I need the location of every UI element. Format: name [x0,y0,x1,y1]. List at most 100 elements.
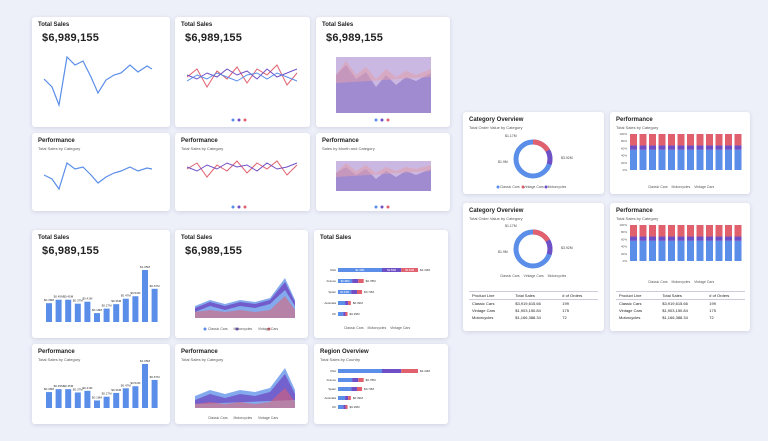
table-header[interactable]: # of Orders [706,291,745,300]
card-subtitle: Total Sales by Category [181,357,224,362]
stacked-segment [658,236,666,241]
card-subtitle: Total Order Value by Category [469,216,523,221]
bar-segment [345,312,348,316]
table-header[interactable]: # of Orders [559,291,598,300]
card-performance-stacked-bars-1: Performance Total Sales by Category 100%… [610,112,750,194]
bar-segment [343,312,346,316]
table-row[interactable]: Vintage Cars $1,903,150.84 175 [469,307,598,314]
table-cell: Classic Cars [619,301,642,306]
segment-label: $0.39M [341,279,350,283]
card-subtitle: Total Sales by Country [320,357,361,362]
card-region-overview: Region Overview Total Sales by Country U… [314,344,448,424]
stacked-segment [630,145,637,150]
bar-total-label: $0.73M [364,387,375,391]
stacked-segment [696,236,704,241]
stacked-segment [687,236,694,241]
stacked-segment [715,134,723,146]
legend-item: Vintage Cars [258,327,279,331]
bar-segment [382,268,402,272]
legend: Classic Cars Motorcycles Vintage Cars [208,416,278,420]
table-cell: 175 [562,308,569,313]
axis-tick-label: 80% [621,139,627,143]
card-performance-area: Performance Sales by Month and Category [316,133,450,211]
stacked-segment [725,225,732,237]
table-row[interactable]: Classic Cars $3,919,615.66 199 [616,300,745,308]
bar [46,392,52,408]
donut-label-left: $1.9M [498,250,508,254]
donut-label-left: $1.9M [498,160,508,164]
bar-label: $0.52M [130,291,141,295]
card-subtitle: Total Sales by Category [181,146,224,151]
card-title: Performance [38,138,75,144]
stacked-area-chart [195,278,295,331]
bar-segment [382,369,402,373]
card-total-sales-country: Total Sales USA $2.43M $1.30M $0.59M $0.54M F… [314,230,448,338]
bar-label: $0.27M [102,304,113,308]
bar-total-label: $2.43M [420,369,431,373]
stacked-segment [696,145,704,150]
legend-item: Vintage Cars [523,274,544,278]
card-title: Total Sales [38,235,70,241]
stacked-segment [734,145,742,150]
axis-tick-label: 100% [619,223,627,227]
stacked-segment [668,149,675,170]
segment-label: $1.30M [356,268,365,272]
card-total-sales-line: Total Sales $6,989,155 [32,17,170,127]
card-subtitle: Total Sales by Category [38,146,81,151]
card-category-overview-2: Category Overview Total Order Value by C… [463,203,604,331]
card-title: Total Sales [320,235,352,241]
table-header[interactable]: Product Line [616,291,660,300]
bar-segment [338,369,382,373]
country-label: France [327,279,337,283]
table-row[interactable]: Motorcycles $1,166,388.34 72 [469,314,598,321]
table-cell: $1,166,388.34 [515,315,541,320]
bar [122,388,129,408]
country-label: Australia [324,301,336,305]
donut-label-right: $3.92M [561,246,573,250]
legend: Classic Cars Vintage Cars Motorcycles [500,274,566,278]
card-performance-bars: Performance Total Sales by Category $0.3… [32,344,170,424]
bar-segment [338,387,352,391]
stacked-segment [715,149,723,170]
stacked-bar-chart: 100% 80% 60% 40% 20% 0% [619,132,742,172]
legend-item: Vintage Cars [523,185,544,189]
card-title: Total Sales [38,22,70,28]
axis-tick-label: 20% [621,161,627,165]
line-chart [43,162,153,191]
bar-label: $0.45M [63,384,74,388]
bar-segment [343,405,346,409]
bar [151,288,158,322]
bar-segment [356,290,363,294]
table-header[interactable]: Total Sales [659,291,707,300]
axis-tick-label: 0% [623,259,628,263]
legend-item: Vintage Cars [694,280,715,284]
stacked-segment [639,225,647,237]
bar-total-label: $0.29M [350,312,361,316]
table-row[interactable]: Vintage Cars $1,903,150.84 175 [616,307,745,314]
bar-label: $0.27M [102,392,113,396]
bar-label: $0.18M [92,395,103,399]
table-cell: $3,919,615.66 [515,301,541,306]
table-header[interactable]: Total Sales [512,291,560,300]
country-label: UK [332,405,336,409]
bar-segment [338,279,353,283]
legend-item: Classic Cars [500,185,520,189]
bar-label: $0.41M [82,386,93,390]
bar [94,400,100,408]
stacked-segment [687,225,694,237]
table-header[interactable]: Product Line [469,291,513,300]
bar-total-label: $0.73M [364,290,375,294]
bar-total-label: $2.43M [420,268,431,272]
bar [113,392,120,408]
stacked-segment [677,145,685,150]
stacked-segment [715,236,723,241]
table-cell: $1,903,150.84 [662,308,688,313]
table-row[interactable]: Classic Cars $3,919,615.66 199 [469,300,598,308]
bar-segment [358,279,364,283]
table-row[interactable]: Motorcycles $1,166,388.34 72 [616,314,745,321]
axis-tick-label: 60% [621,146,627,150]
product-table: Product Line Total Sales # of Orders Cla… [469,291,598,321]
legend-item: Motorcycles [233,416,253,420]
stacked-segment [639,134,647,146]
stacked-segment [687,149,694,170]
